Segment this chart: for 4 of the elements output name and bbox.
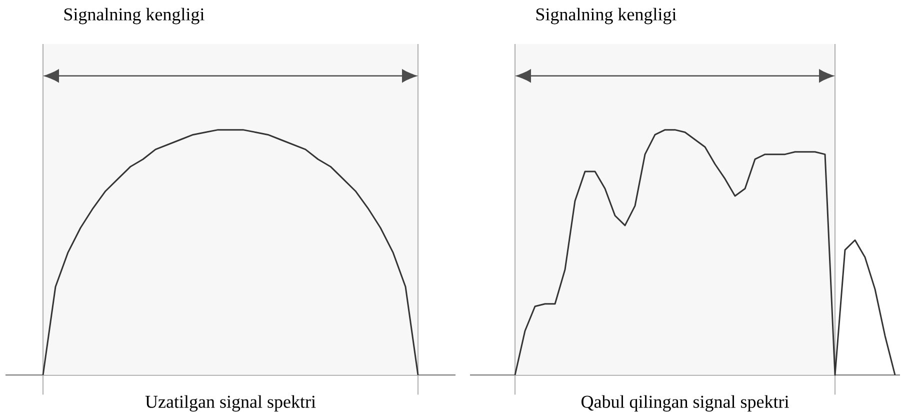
- text: Signalning kengligi: [536, 8, 676, 24]
- x-axis-title: Qabul qilingan signal spektri: [582, 395, 789, 412]
- x-axis-title: Uzatilgan signal spektri: [145, 395, 316, 412]
- text: Signalning kengligi: [64, 8, 204, 24]
